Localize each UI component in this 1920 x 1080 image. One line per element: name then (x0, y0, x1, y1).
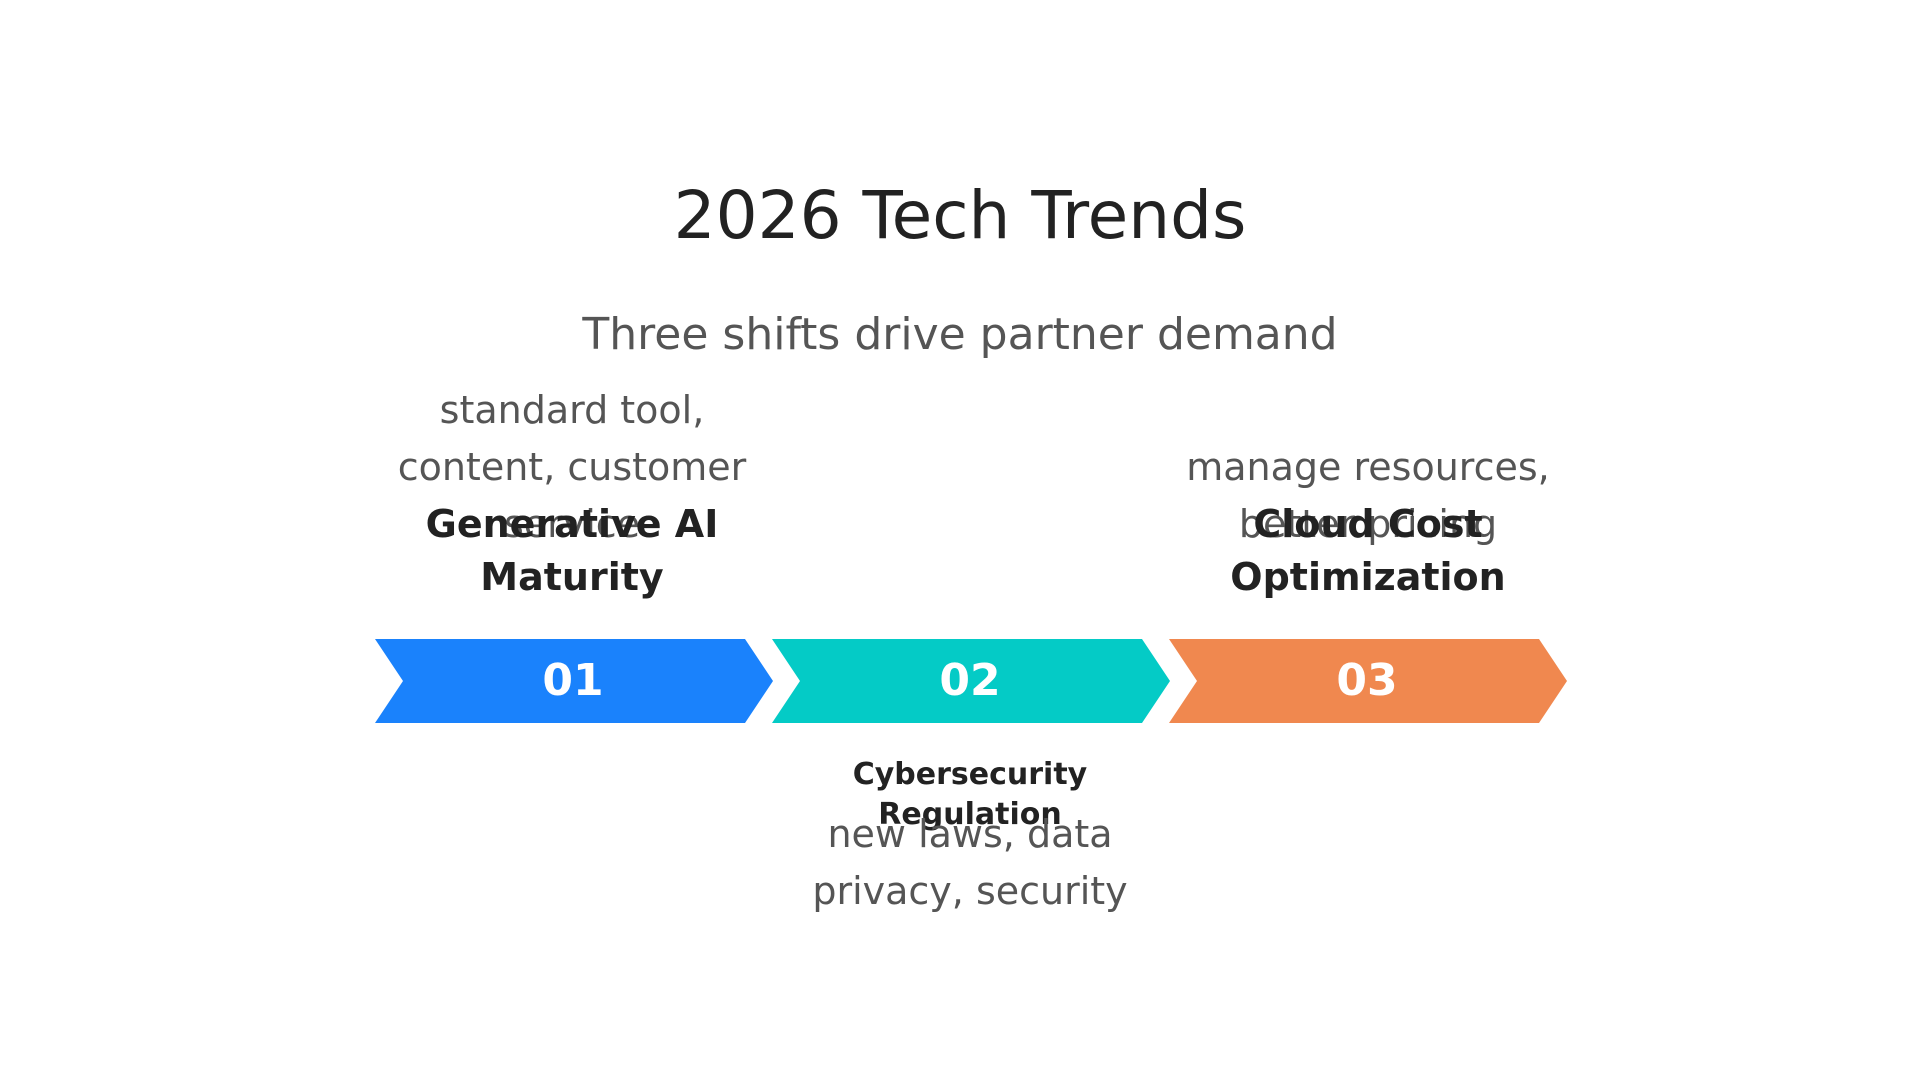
page-title: 2026 Tech Trends (673, 177, 1247, 254)
step-3-arrow (1169, 639, 1567, 723)
step-1-arrow (375, 639, 773, 723)
step-2-arrow (772, 639, 1170, 723)
step-3-label: Cloud Cost Optimization (1230, 502, 1506, 599)
page-subtitle: Three shifts drive partner demand (582, 309, 1338, 360)
step-2-description: new laws, data privacy, security (812, 812, 1128, 913)
step-1-label: Generative AI Maturity (425, 502, 719, 599)
step-3-description: manage resources, better pricing (1186, 445, 1550, 546)
step-1-number: 01 (542, 655, 604, 706)
step-1-description: standard tool, content, customer service (397, 388, 747, 546)
step-2-label: Cybersecurity Regulation (852, 757, 1088, 832)
step-3-number: 03 (1336, 655, 1398, 706)
step-2-number: 02 (939, 655, 1001, 706)
